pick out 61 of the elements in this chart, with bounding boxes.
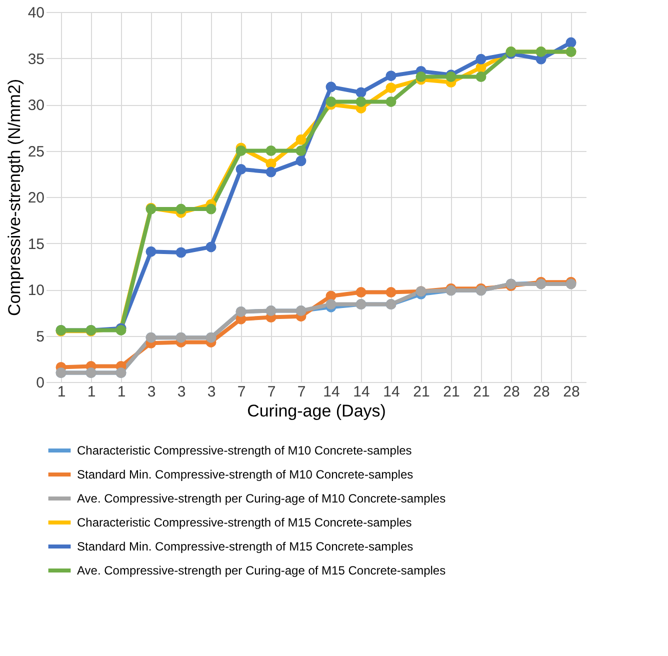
point xyxy=(176,204,186,214)
x-tick-label: 28 xyxy=(503,384,520,400)
legend-label: Ave. Compressive-strength per Curing-age of M15 Concrete-samples xyxy=(77,564,446,578)
point xyxy=(296,156,306,166)
x-tick-label: 28 xyxy=(563,384,580,400)
point xyxy=(206,204,216,214)
legend-label: Standard Min. Compressive-strength of M15 Concrete-samples xyxy=(77,540,414,554)
point xyxy=(236,164,246,174)
point xyxy=(176,247,186,258)
x-tick-label: 14 xyxy=(383,384,400,400)
x-tick-label: 3 xyxy=(147,384,156,400)
legend-label: Characteristic Compressive-strength of M15 Concrete-samples xyxy=(77,516,412,530)
y-tick-label: 40 xyxy=(28,4,44,22)
y-tick-label: 0 xyxy=(36,374,44,392)
x-tick-label: 21 xyxy=(473,384,490,400)
point xyxy=(356,287,366,298)
point xyxy=(476,54,486,64)
point xyxy=(386,70,396,82)
point xyxy=(146,246,156,257)
x-tick-label: 1 xyxy=(57,384,66,400)
point xyxy=(326,82,336,92)
x-tick-label: 21 xyxy=(413,384,430,400)
point xyxy=(326,96,336,107)
y-tick-label: 20 xyxy=(28,190,44,206)
x-tick-label: 14 xyxy=(353,384,370,400)
point xyxy=(326,299,336,310)
point xyxy=(266,166,276,178)
y-tick-label: 5 xyxy=(36,328,44,346)
point xyxy=(356,96,366,107)
point xyxy=(266,146,276,156)
x-tick-label: 1 xyxy=(117,384,126,400)
point xyxy=(416,72,426,82)
legend-label: Ave. Compressive-strength per Curing-age of M10 Concrete-samples xyxy=(77,492,446,506)
y-tick-label: 35 xyxy=(28,50,44,68)
x-tick-label: 28 xyxy=(533,384,550,400)
point xyxy=(566,37,576,48)
x-tick-label: 1 xyxy=(87,384,96,400)
point xyxy=(386,287,396,298)
point xyxy=(386,82,396,94)
x-tick-label: 3 xyxy=(207,384,216,400)
x-tick-label: 3 xyxy=(177,384,186,400)
point xyxy=(236,146,246,156)
y-tick-label: 10 xyxy=(28,282,44,299)
x-tick-label: 14 xyxy=(323,384,340,400)
x-tick-label: 7 xyxy=(267,384,276,400)
x-tick-label: 21 xyxy=(443,384,460,400)
x-tick-label: 7 xyxy=(237,384,246,400)
point xyxy=(386,96,396,107)
y-axis-title: Compressive-strength (N/mm2) xyxy=(4,78,24,316)
point xyxy=(206,242,216,252)
x-axis-title: Curing-age (Days) xyxy=(247,402,386,420)
legend-label: Characteristic Compressive-strength of M10 Concrete-samples xyxy=(77,444,412,458)
point xyxy=(476,72,486,82)
point xyxy=(296,134,306,145)
y-tick-label: 15 xyxy=(28,236,44,253)
y-tick-label: 30 xyxy=(28,97,44,114)
legend-label: Standard Min. Compressive-strength of M10 Concrete-samples xyxy=(77,468,414,482)
point xyxy=(356,87,366,98)
y-tick-label: 25 xyxy=(28,143,44,160)
x-tick-label: 7 xyxy=(297,384,306,400)
point xyxy=(296,146,306,156)
